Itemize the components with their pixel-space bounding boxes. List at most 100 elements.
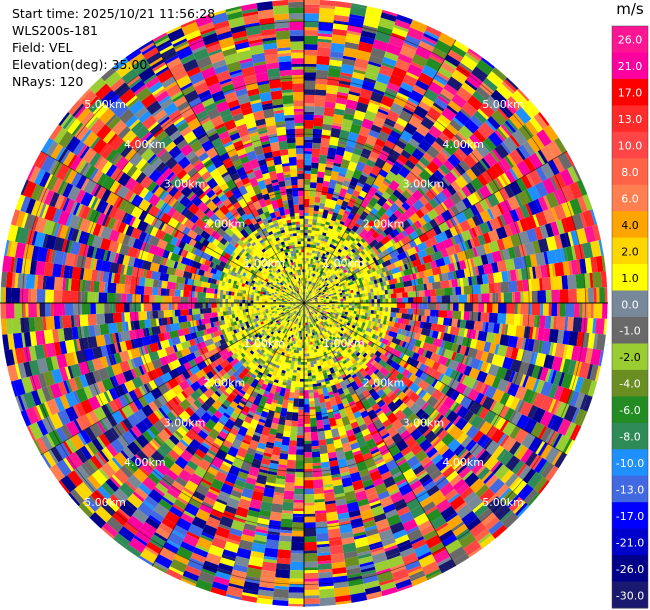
velocity-gate bbox=[527, 139, 538, 153]
velocity-gate bbox=[316, 295, 320, 298]
velocity-gate bbox=[317, 163, 326, 173]
velocity-gate bbox=[583, 273, 591, 289]
velocity-gate bbox=[307, 280, 309, 284]
velocity-gate bbox=[365, 235, 376, 245]
velocity-gate bbox=[466, 400, 475, 411]
velocity-gate bbox=[330, 334, 335, 338]
velocity-gate bbox=[533, 113, 548, 130]
velocity-gate bbox=[379, 103, 391, 111]
velocity-gate bbox=[540, 395, 554, 412]
velocity-gate bbox=[502, 122, 514, 135]
velocity-gate bbox=[323, 226, 329, 231]
velocity-gate bbox=[323, 273, 327, 277]
velocity-gate bbox=[411, 352, 420, 361]
velocity-gate bbox=[501, 104, 514, 117]
velocity-gate bbox=[302, 308, 304, 312]
velocity-gate bbox=[475, 244, 487, 257]
velocity-gate bbox=[467, 95, 483, 111]
velocity-gate bbox=[403, 362, 409, 369]
velocity-gate bbox=[331, 363, 336, 368]
velocity-gate bbox=[360, 350, 366, 356]
velocity-gate bbox=[313, 283, 317, 287]
velocity-gate bbox=[314, 312, 317, 315]
velocity-gate bbox=[425, 568, 441, 579]
velocity-gate bbox=[342, 273, 347, 277]
velocity-gate bbox=[529, 351, 536, 365]
velocity-gate bbox=[313, 363, 318, 367]
velocity-gate bbox=[424, 335, 435, 345]
velocity-gate bbox=[304, 303, 305, 306]
velocity-gate bbox=[414, 449, 428, 463]
velocity-gate bbox=[458, 159, 471, 172]
velocity-gate bbox=[408, 137, 420, 149]
velocity-gate bbox=[396, 345, 407, 355]
velocity-gate bbox=[304, 72, 317, 81]
velocity-gate bbox=[309, 204, 315, 208]
velocity-gate bbox=[315, 324, 319, 329]
velocity-gate bbox=[486, 252, 494, 264]
velocity-gate bbox=[323, 321, 327, 325]
velocity-gate bbox=[320, 271, 324, 275]
velocity-gate bbox=[368, 388, 375, 395]
velocity-gate bbox=[391, 213, 399, 221]
velocity-gate bbox=[422, 303, 428, 310]
velocity-gate bbox=[517, 400, 526, 413]
velocity-gate bbox=[469, 311, 479, 322]
velocity-gate bbox=[356, 205, 366, 216]
velocity-gate bbox=[309, 249, 313, 253]
velocity-gate bbox=[471, 461, 484, 475]
velocity-gate bbox=[454, 417, 468, 431]
velocity-gate bbox=[304, 66, 317, 70]
velocity-gate bbox=[374, 192, 382, 199]
velocity-gate bbox=[296, 367, 301, 371]
velocity-gate bbox=[294, 389, 300, 399]
velocity-gate bbox=[470, 414, 484, 429]
velocity-gate bbox=[511, 129, 528, 146]
velocity-gate bbox=[313, 290, 316, 293]
velocity-gate bbox=[274, 486, 285, 494]
velocity-gate bbox=[353, 232, 359, 238]
velocity-gate bbox=[338, 408, 348, 419]
velocity-gate bbox=[326, 297, 329, 300]
velocity-gate bbox=[299, 378, 304, 382]
velocity-gate bbox=[356, 358, 362, 364]
velocity-gate bbox=[301, 325, 303, 329]
velocity-gate bbox=[320, 328, 324, 332]
velocity-gate bbox=[309, 252, 312, 256]
velocity-gate bbox=[456, 250, 468, 262]
velocity-gate bbox=[256, 597, 273, 606]
velocity-gate bbox=[467, 441, 477, 452]
velocity-gate bbox=[337, 86, 350, 94]
velocity-gate bbox=[307, 307, 310, 310]
velocity-gate bbox=[389, 232, 396, 239]
velocity-gate bbox=[396, 292, 403, 299]
velocity-gate bbox=[335, 278, 340, 282]
velocity-gate bbox=[337, 338, 342, 343]
velocity-gate bbox=[323, 107, 335, 117]
velocity-gate bbox=[380, 12, 398, 22]
velocity-gate bbox=[358, 287, 362, 292]
velocity-gate bbox=[314, 340, 317, 344]
velocity-gate bbox=[304, 373, 308, 377]
velocity-gate bbox=[354, 336, 359, 342]
velocity-gate bbox=[347, 161, 358, 172]
velocity-gate bbox=[345, 319, 349, 323]
velocity-gate bbox=[357, 235, 363, 241]
velocity-gate bbox=[338, 520, 351, 526]
velocity-gate bbox=[430, 253, 436, 262]
velocity-gate bbox=[499, 510, 513, 523]
velocity-gate bbox=[318, 16, 334, 24]
velocity-gate bbox=[323, 304, 327, 306]
velocity-gate bbox=[340, 351, 345, 356]
velocity-gate bbox=[363, 299, 366, 303]
velocity-gate bbox=[360, 260, 366, 265]
velocity-gate bbox=[456, 190, 465, 201]
velocity-gate bbox=[304, 153, 312, 160]
velocity-gate bbox=[464, 376, 477, 389]
velocity-gate bbox=[313, 360, 317, 365]
velocity-gate bbox=[380, 272, 385, 278]
velocity-gate bbox=[365, 527, 379, 537]
velocity-gate bbox=[336, 213, 343, 221]
velocity-gate bbox=[382, 320, 387, 325]
velocity-gate bbox=[338, 326, 342, 330]
